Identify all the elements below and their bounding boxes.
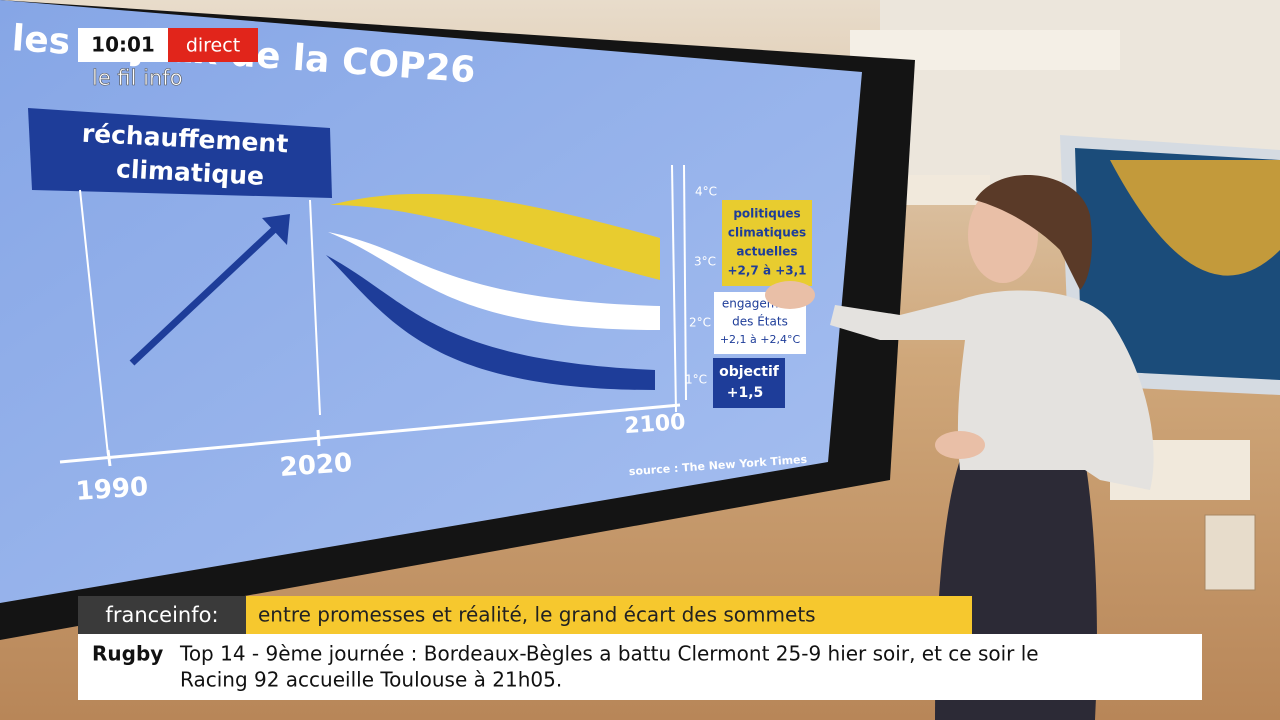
ticker-topic: Rugby bbox=[92, 642, 163, 666]
shelf bbox=[900, 175, 990, 205]
time-box bbox=[78, 28, 168, 62]
x-label: 1990 bbox=[75, 472, 149, 507]
y-label: 4°C bbox=[695, 185, 717, 199]
x-axis bbox=[59, 403, 681, 464]
headline: entre promesses et réalité, le grand éca… bbox=[258, 603, 816, 627]
presenter-hair bbox=[975, 174, 1092, 290]
frame bbox=[1204, 514, 1256, 591]
box-text: +2,7 à +3,1 bbox=[727, 264, 806, 278]
time: 10:01 bbox=[91, 33, 155, 57]
box-text: +2,1 à +2,4°C bbox=[720, 333, 801, 346]
arrow-head bbox=[262, 214, 290, 245]
box-text: objectif bbox=[719, 364, 780, 380]
box-text: actuelles bbox=[736, 245, 797, 259]
yellow-band bbox=[330, 193, 660, 280]
brand: franceinfo: bbox=[105, 603, 218, 627]
ticker-line: Top 14 - 9ème journée : Bordeaux-Bègles … bbox=[179, 642, 1039, 666]
guide-line bbox=[79, 189, 109, 456]
ticker-line: Racing 92 accueille Toulouse à 21h05. bbox=[180, 668, 562, 692]
side-monitor-shape bbox=[1110, 160, 1280, 276]
blue-band bbox=[326, 255, 655, 390]
box-target bbox=[713, 358, 785, 408]
y-axis bbox=[683, 164, 687, 401]
ticker-box bbox=[78, 634, 1202, 700]
y-axis bbox=[671, 164, 677, 413]
x-label: 2020 bbox=[279, 448, 353, 483]
y-label: 1°C bbox=[685, 373, 707, 387]
x-tick bbox=[106, 449, 112, 467]
box-text: politiques bbox=[733, 207, 800, 221]
brand-box bbox=[78, 596, 246, 634]
headline-box bbox=[246, 596, 972, 634]
box-current bbox=[722, 200, 812, 286]
box-text: +1,5 bbox=[727, 385, 764, 401]
channel-label: le fil info bbox=[92, 66, 183, 90]
live-box bbox=[168, 28, 258, 62]
presenter-sweater bbox=[830, 290, 1154, 490]
box-text: climatiques bbox=[728, 226, 806, 240]
arrow bbox=[129, 221, 283, 366]
presenter-hand bbox=[765, 281, 815, 309]
x-label: 2100 bbox=[624, 410, 687, 439]
heading-box bbox=[28, 108, 332, 198]
x-tick bbox=[316, 429, 321, 447]
y-label: 2°C bbox=[689, 316, 711, 330]
presenter-hand bbox=[935, 431, 985, 459]
live-label: direct bbox=[186, 35, 240, 57]
guide-line bbox=[309, 199, 321, 416]
white-band bbox=[328, 232, 660, 330]
y-label: 3°C bbox=[694, 255, 716, 269]
box-text: des États bbox=[732, 314, 788, 329]
